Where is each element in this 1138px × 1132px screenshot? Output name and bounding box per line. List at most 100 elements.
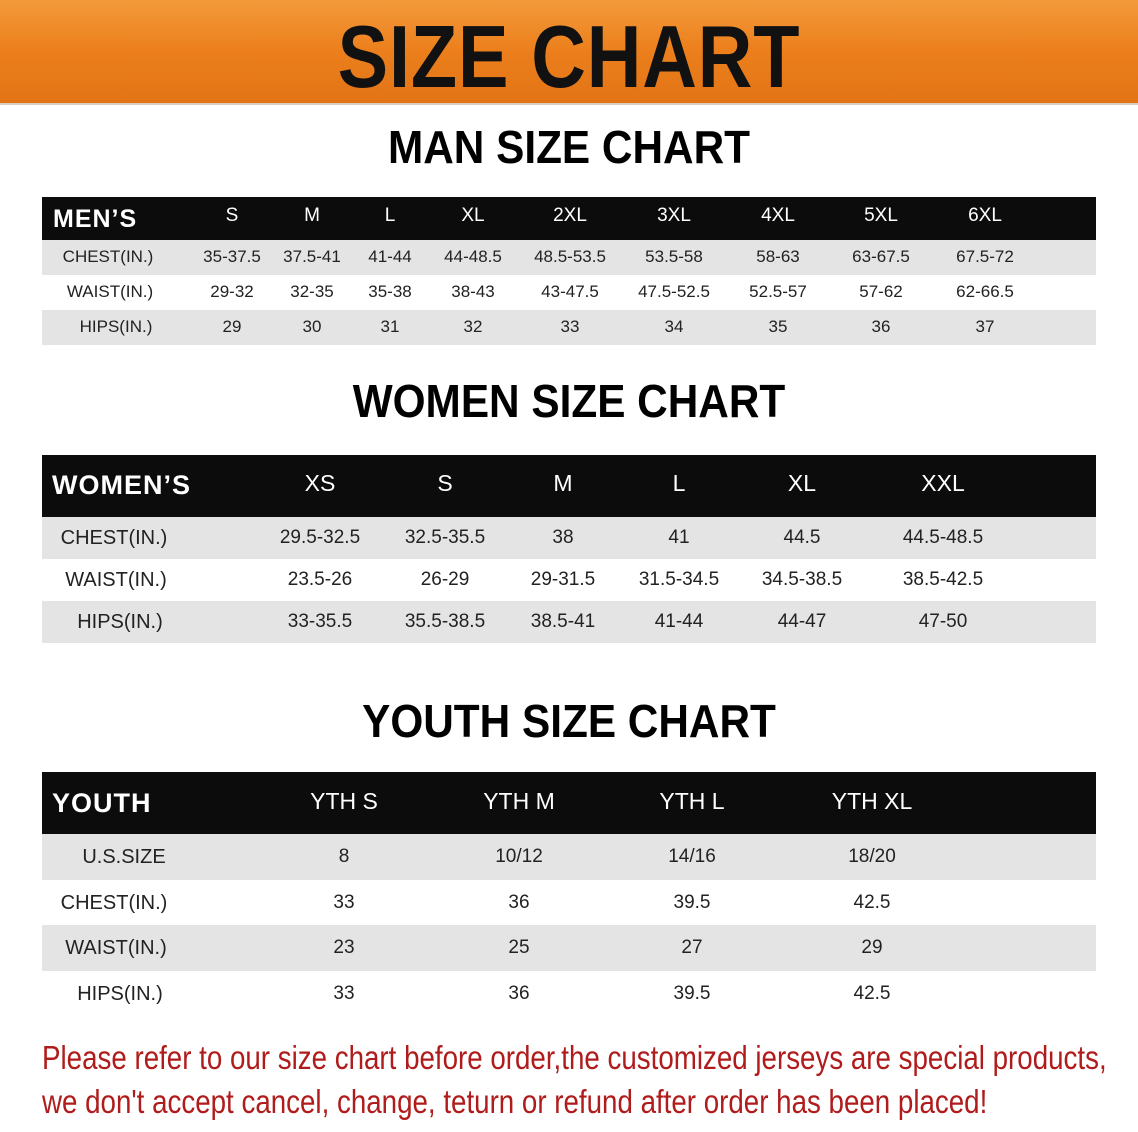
women-cell: 34.5-38.5: [761, 569, 843, 590]
youth-cell: 29: [861, 937, 883, 958]
youth-cell: 25: [508, 937, 530, 958]
women-size-s: S: [437, 470, 453, 496]
youth-cell: 42.5: [853, 891, 891, 913]
youth-cell: 27: [681, 937, 703, 958]
men-cell: 31: [380, 317, 400, 336]
youth-size-yth-l: YTH L: [659, 788, 725, 814]
women-cell: 31.5-34.5: [638, 569, 720, 590]
women-section-title: WOMEN SIZE CHART: [352, 375, 786, 427]
youth-cell: 23: [333, 937, 355, 958]
women-cell: 47-50: [918, 611, 968, 632]
men-cell: 48.5-53.5: [534, 247, 606, 266]
women-size-xxl: XXL: [921, 470, 965, 496]
women-size-l: L: [672, 470, 686, 496]
men-cell: 34: [664, 317, 684, 336]
men-cell: 29-32: [210, 282, 254, 301]
women-cell: 38.5-41: [530, 611, 596, 632]
men-size-2xl: 2XL: [553, 205, 587, 226]
men-row-label: WAIST(IN.): [66, 282, 154, 301]
women-cell: 35.5-38.5: [404, 611, 486, 632]
men-cell: 33: [560, 317, 580, 336]
notice-line-1: Please refer to our size chart before or…: [42, 1039, 1107, 1076]
men-cell: 35: [768, 317, 788, 336]
men-cell: 29: [222, 317, 242, 336]
women-cell: 26-29: [420, 569, 470, 590]
women-cell: 29.5-32.5: [279, 527, 361, 548]
men-cell: 44-48.5: [444, 247, 502, 266]
notice-text: Please refer to our size chart before or…: [42, 1036, 1107, 1124]
women-size-m: M: [553, 470, 573, 496]
men-cell: 30: [302, 317, 322, 336]
men-cell: 58-63: [756, 247, 800, 266]
men-cell: 62-66.5: [956, 282, 1014, 301]
women-cell: 41-44: [654, 611, 704, 632]
men-size-m: M: [304, 205, 320, 226]
women-cell: 32.5-35.5: [404, 527, 486, 548]
youth-header-row: YOUTH YTH S YTH M YTH L YTH XL: [42, 772, 1096, 834]
men-size-5xl: 5XL: [864, 205, 898, 226]
men-size-4xl: 4XL: [761, 205, 795, 226]
youth-size-yth-s: YTH S: [310, 788, 378, 814]
youth-row-hipsin: HIPS(IN.) 33 36 39.5 42.5: [42, 971, 1096, 1017]
youth-cell: 8: [338, 846, 350, 867]
women-cell: 38.5-42.5: [902, 569, 984, 590]
men-cell: 32: [463, 317, 483, 336]
women-row-label: HIPS(IN.): [77, 611, 163, 633]
men-cell: 35-37.5: [203, 247, 261, 266]
youth-cell: 10/12: [495, 846, 543, 867]
youth-cell: 14/16: [668, 846, 716, 867]
women-cell: 38: [552, 527, 574, 548]
men-cell: 67.5-72: [956, 247, 1014, 266]
women-size-xl: XL: [787, 470, 817, 496]
women-row-label: WAIST(IN.): [65, 569, 167, 591]
men-size-xl: XL: [461, 205, 485, 226]
youth-cell: 33: [333, 891, 355, 913]
women-row-hipsin: HIPS(IN.) 33-35.5 35.5-38.5 38.5-41 41-44 44-…: [42, 601, 1096, 643]
men-header-label: MEN’S: [53, 205, 138, 233]
women-cell: 33-35.5: [287, 611, 353, 632]
women-cell: 44.5-48.5: [902, 527, 984, 548]
youth-cell: 36: [508, 891, 530, 913]
men-cell: 35-38: [368, 282, 412, 301]
men-row-label: CHEST(IN.): [62, 247, 154, 266]
youth-row-ussize: U.S.SIZE 8 10/12 14/16 18/20: [42, 834, 1096, 880]
youth-row-label: U.S.SIZE: [82, 846, 166, 868]
youth-row-label: HIPS(IN.): [77, 982, 163, 1005]
banner-title: SIZE CHART: [337, 7, 801, 106]
youth-cell: 39.5: [673, 982, 711, 1004]
men-cell: 32-35: [290, 282, 334, 301]
men-cell: 37.5-41: [283, 247, 341, 266]
youth-size-yth-m: YTH M: [483, 788, 555, 814]
men-cell: 47.5-52.5: [638, 282, 710, 301]
youth-cell: 42.5: [853, 982, 891, 1004]
men-header-row: MEN’S S M L XL 2XL 3XL 4XL 5XL 6XL: [42, 197, 1096, 240]
men-cell: 53.5-58: [645, 247, 703, 266]
women-row-label: CHEST(IN.): [60, 527, 168, 549]
men-size-l: L: [384, 205, 396, 226]
men-cell: 37: [975, 317, 995, 336]
men-row-waistin: WAIST(IN.) 29-32 32-35 35-38 38-43 43-47.5 47.…: [42, 275, 1096, 310]
men-size-s: S: [225, 205, 239, 226]
men-cell: 57-62: [859, 282, 903, 301]
youth-cell: 39.5: [673, 891, 711, 913]
men-cell: 63-67.5: [852, 247, 910, 266]
women-cell: 44.5: [783, 527, 821, 548]
women-row-waistin: WAIST(IN.) 23.5-26 26-29 29-31.5 31.5-34.5 34…: [42, 559, 1096, 601]
women-size-xs: XS: [304, 470, 336, 496]
men-row-hipsin: HIPS(IN.) 29 30 31 32 33 34 35 36 37: [42, 310, 1096, 345]
men-section-title: MAN SIZE CHART: [387, 121, 751, 173]
men-size-3xl: 3XL: [657, 205, 691, 226]
notice-line-2: we don't accept cancel, change, teturn o…: [42, 1083, 988, 1120]
men-row-chestin: CHEST(IN.) 35-37.5 37.5-41 41-44 44-48.5 48.5…: [42, 240, 1096, 275]
youth-cell: 18/20: [848, 846, 896, 867]
youth-row-waistin: WAIST(IN.) 23 25 27 29: [42, 925, 1096, 971]
men-cell: 43-47.5: [541, 282, 599, 301]
men-cell: 36: [871, 317, 891, 336]
men-cell: 38-43: [451, 282, 495, 301]
men-cell: 52.5-57: [749, 282, 807, 301]
youth-cell: 33: [333, 982, 355, 1004]
youth-row-label: CHEST(IN.): [60, 891, 168, 914]
men-size-6xl: 6XL: [968, 205, 1002, 226]
youth-section-title: YOUTH SIZE CHART: [362, 695, 776, 747]
banner: SIZE CHART: [0, 0, 1138, 106]
